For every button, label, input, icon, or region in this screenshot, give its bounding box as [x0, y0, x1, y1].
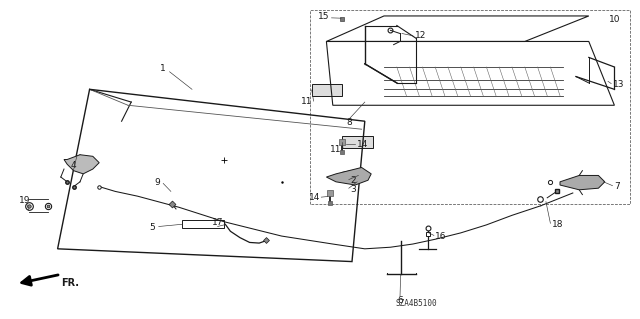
Text: 15: 15 [318, 12, 330, 21]
Text: 14: 14 [308, 193, 320, 202]
Text: 10: 10 [609, 15, 620, 24]
FancyBboxPatch shape [342, 136, 373, 148]
Text: 5: 5 [150, 223, 156, 232]
Text: 8: 8 [347, 118, 352, 127]
Text: 19: 19 [19, 196, 30, 205]
Text: 2: 2 [351, 176, 356, 185]
Text: 13: 13 [613, 80, 625, 89]
Text: 14: 14 [357, 140, 369, 149]
Text: 11: 11 [301, 97, 312, 106]
Text: 17: 17 [212, 218, 223, 227]
Text: 16: 16 [435, 232, 447, 241]
Text: SZA4B5100: SZA4B5100 [395, 299, 437, 308]
Text: FR.: FR. [61, 278, 79, 288]
Polygon shape [326, 167, 371, 185]
Text: 3: 3 [351, 185, 356, 194]
Text: 11: 11 [330, 145, 342, 154]
Text: 9: 9 [154, 178, 160, 187]
Text: 12: 12 [415, 31, 426, 40]
FancyBboxPatch shape [312, 84, 342, 96]
Text: 7: 7 [614, 182, 620, 191]
Polygon shape [560, 175, 605, 190]
Text: 6: 6 [397, 296, 403, 305]
Text: 18: 18 [552, 220, 563, 229]
Text: 1: 1 [161, 64, 166, 73]
Polygon shape [64, 155, 99, 174]
Text: 4: 4 [71, 161, 76, 170]
